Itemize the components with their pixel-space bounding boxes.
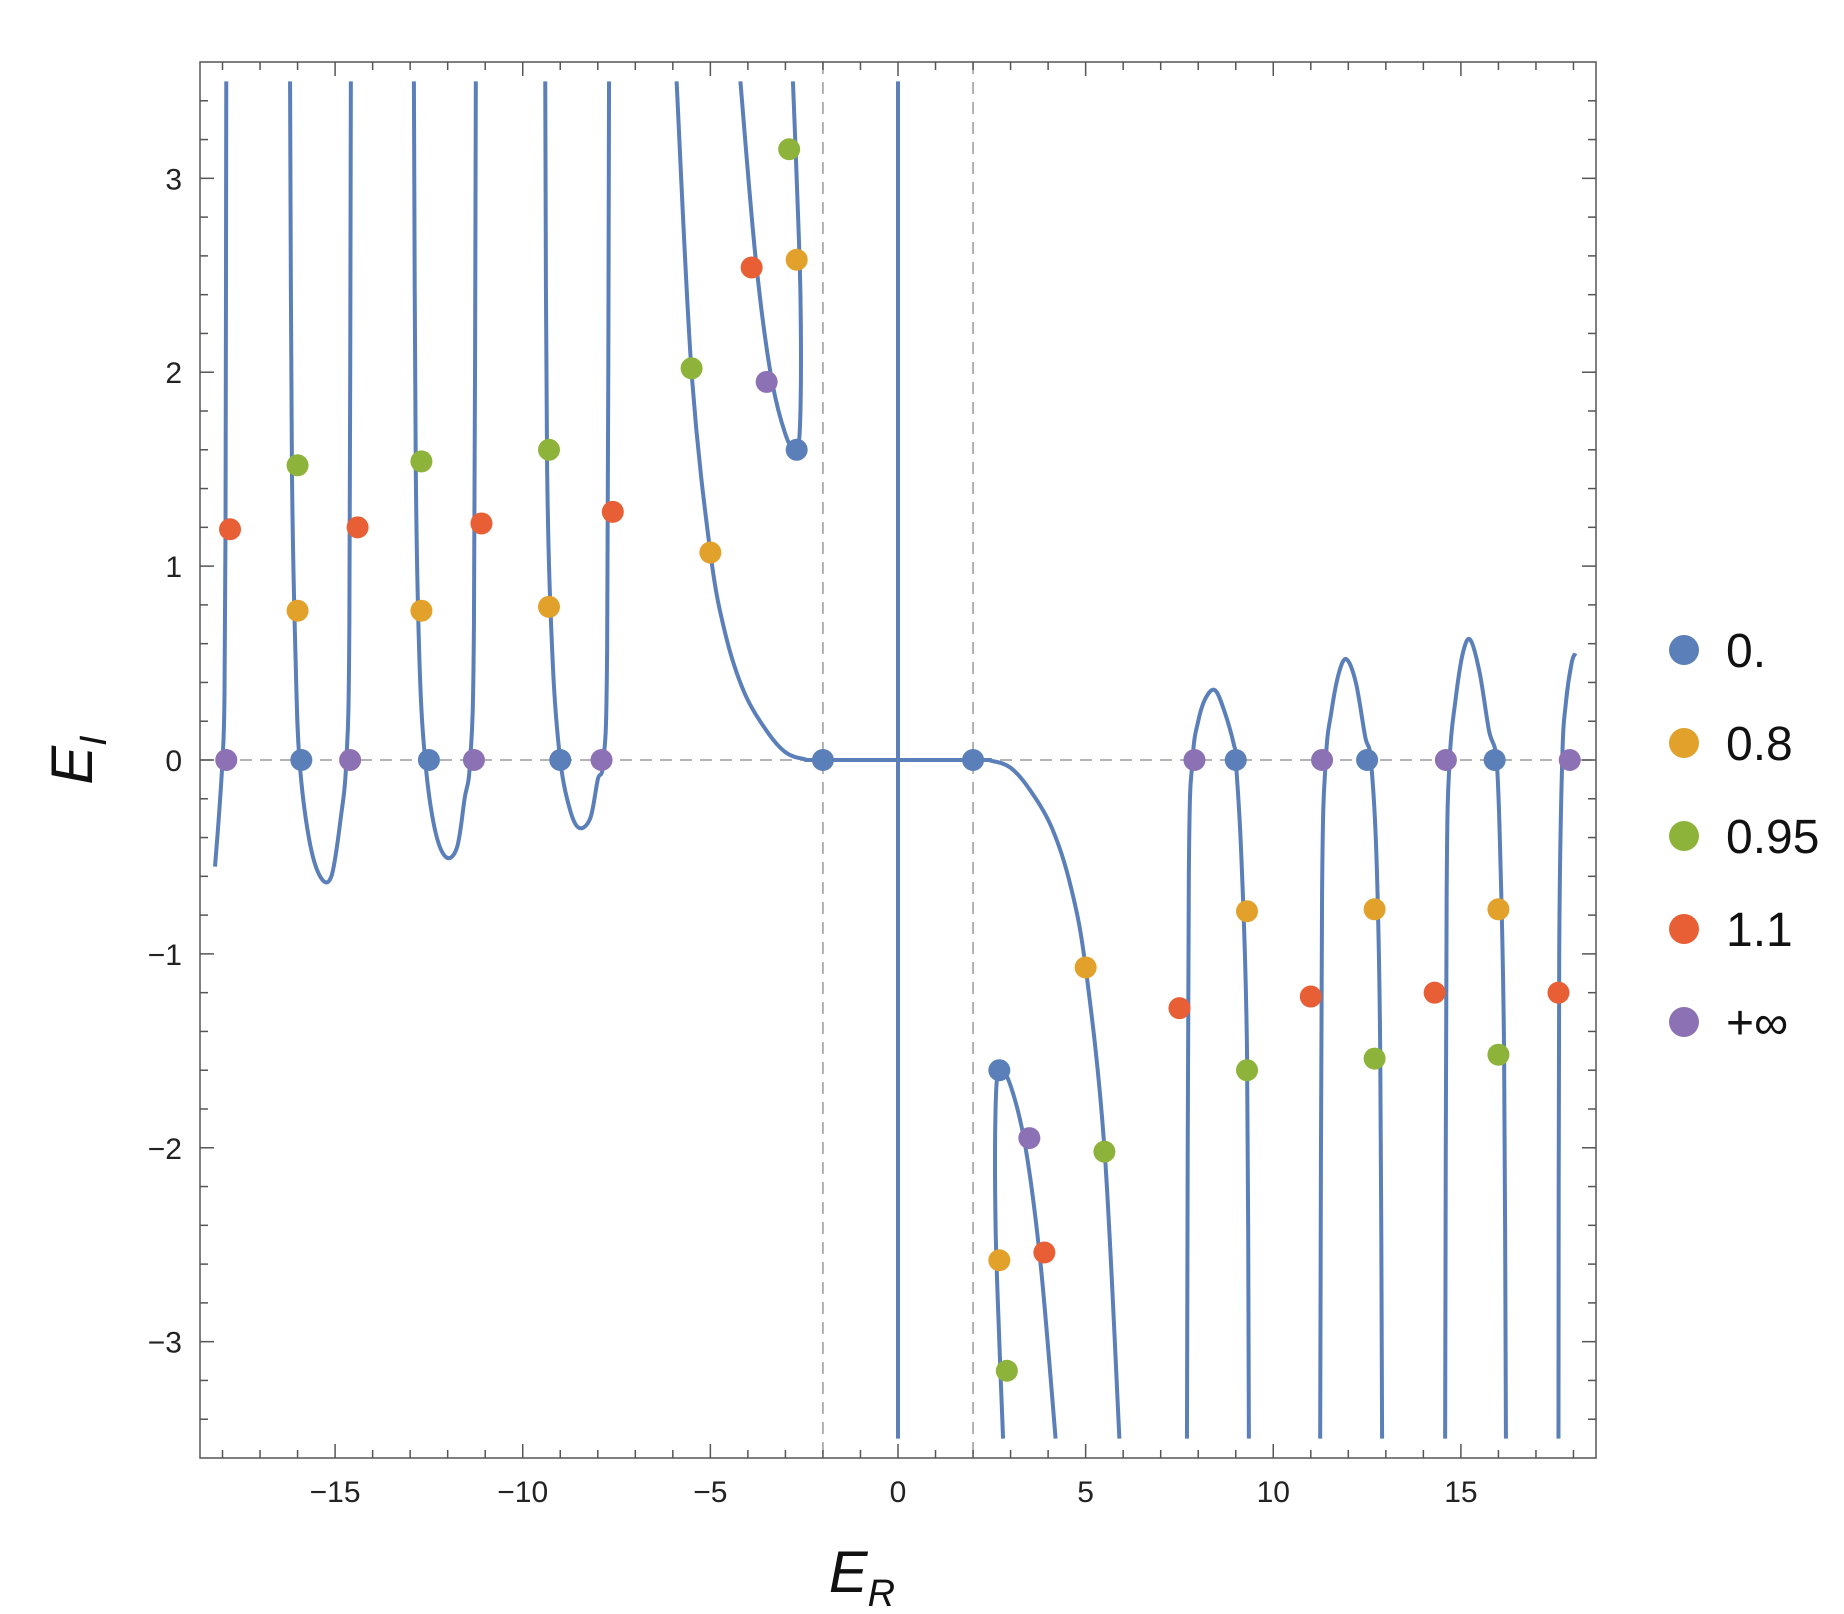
y-tick-label: −2 (148, 1133, 182, 1166)
y-tick-label: 0 (165, 745, 182, 778)
data-point-series-0 (811, 749, 834, 771)
data-point-series-0-95 (538, 438, 560, 461)
y-tick-label: −1 (148, 939, 182, 972)
data-point-series-0-95 (410, 450, 433, 473)
y-tick-label: 1 (165, 551, 182, 584)
data-point-series-1-1 (601, 500, 624, 523)
data-point-series-1-1 (219, 518, 242, 541)
data-point-series-1-1 (1547, 981, 1570, 1004)
data-point-series-0-95 (1093, 1140, 1116, 1163)
legend-label-0-8: 0.8 (1726, 718, 1793, 771)
y-tick-label: 2 (165, 357, 182, 390)
data-point-series-inf (1434, 749, 1457, 771)
data-point-series-0 (785, 438, 808, 461)
data-point-series-0-8 (1074, 956, 1097, 979)
data-point-series-0-95 (1236, 1059, 1258, 1082)
x-tick-label: −10 (497, 1476, 548, 1509)
data-point-series-inf (590, 749, 613, 771)
data-point-series-0-95 (778, 138, 801, 161)
spectrum-curve (213, 81, 229, 867)
x-tick-label: −15 (310, 1476, 361, 1509)
data-point-series-0-8 (1236, 900, 1258, 923)
data-point-series-0-8 (785, 248, 808, 271)
y-axis-title-main: E (40, 745, 105, 785)
spectrum-curve (1318, 656, 1385, 1439)
data-point-series-1-1 (1299, 985, 1322, 1008)
data-point-series-0 (1356, 749, 1379, 771)
legend-marker-0-95 (1669, 821, 1699, 851)
data-point-series-0-95 (286, 454, 309, 477)
spectrum-curve (1443, 637, 1508, 1439)
legend-marker-0 (1669, 635, 1699, 665)
data-point-series-inf (1018, 1127, 1041, 1150)
spectrum-curve (411, 81, 478, 861)
spectrum-curve (543, 81, 612, 831)
legend: 0. 0.8 0.95 1.1 +∞ (1669, 625, 1819, 1050)
y-tick-label: 3 (165, 163, 182, 196)
data-point-series-0-8 (699, 541, 722, 564)
data-point-series-inf (1183, 749, 1206, 771)
series-points (215, 138, 1581, 1382)
data-point-series-0-8 (410, 599, 433, 622)
data-point-series-inf (462, 749, 485, 771)
spectrum-curve (1556, 652, 1578, 1439)
data-point-series-0-8 (286, 599, 309, 622)
data-point-series-0-8 (1487, 898, 1510, 921)
legend-label-0-95: 0.95 (1726, 811, 1819, 864)
data-point-series-1-1 (1033, 1241, 1056, 1264)
y-tick-label: −3 (148, 1327, 182, 1360)
data-point-series-0-95 (1363, 1047, 1386, 1070)
spectrum-curve (288, 81, 353, 885)
legend-marker-inf (1669, 1007, 1699, 1037)
data-point-series-0-8 (988, 1249, 1011, 1272)
spectrum-curve (1184, 687, 1251, 1439)
x-tick-label: 0 (890, 1476, 907, 1509)
data-point-series-0 (417, 749, 440, 771)
x-axis-title-main: E (829, 1540, 869, 1605)
data-point-series-1-1 (740, 256, 763, 279)
legend-label-inf: +∞ (1726, 997, 1788, 1050)
x-tick-label: 10 (1257, 1476, 1290, 1509)
data-point-series-1-1 (470, 512, 493, 535)
data-point-series-0 (1224, 749, 1247, 771)
legend-label-0: 0. (1726, 625, 1766, 678)
legend-label-1-1: 1.1 (1726, 904, 1793, 957)
data-point-series-0 (549, 749, 572, 771)
x-tick-label: −5 (693, 1476, 727, 1509)
data-point-series-0-8 (1363, 898, 1386, 921)
data-point-series-0 (290, 749, 313, 771)
data-point-series-0 (962, 749, 985, 771)
data-point-series-inf (755, 370, 778, 393)
data-point-series-1-1 (1168, 997, 1191, 1020)
data-point-series-0-95 (1487, 1043, 1510, 1066)
legend-marker-0-8 (1669, 728, 1699, 758)
legend-marker-1-1 (1669, 914, 1699, 944)
data-point-series-inf (1311, 749, 1334, 771)
x-tick-label: 5 (1077, 1476, 1094, 1509)
data-point-series-1-1 (1423, 981, 1446, 1004)
data-point-series-inf (215, 749, 238, 771)
data-point-series-1-1 (346, 516, 369, 539)
ticks (200, 62, 1596, 1458)
y-axis-title: EI (40, 735, 115, 785)
data-point-series-0-95 (995, 1359, 1018, 1382)
data-point-series-0-95 (680, 357, 703, 380)
y-axis-title-sub: I (73, 735, 115, 746)
data-point-series-0-8 (538, 595, 560, 618)
data-point-series-0 (988, 1059, 1011, 1082)
x-axis-title-sub: R (868, 1573, 895, 1614)
x-axis-title: ER (829, 1540, 895, 1614)
data-point-series-0 (1483, 749, 1506, 771)
x-tick-label: 15 (1444, 1476, 1477, 1509)
data-point-series-inf (1558, 749, 1581, 771)
data-point-series-inf (339, 749, 362, 771)
